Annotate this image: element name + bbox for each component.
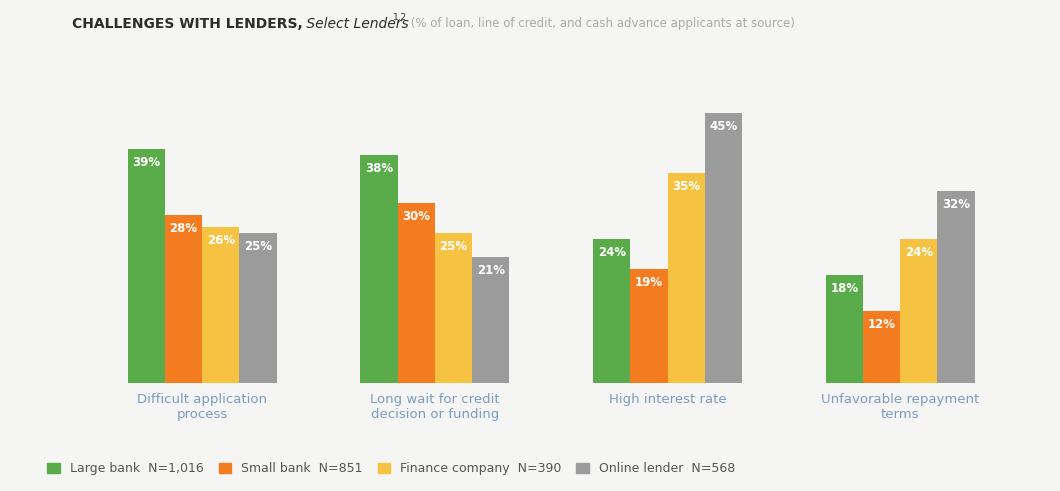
Bar [631, 269, 668, 383]
Text: CHALLENGES WITH LENDERS,: CHALLENGES WITH LENDERS, [72, 17, 303, 31]
Bar [240, 233, 277, 383]
Bar [398, 203, 435, 383]
Text: 28%: 28% [170, 222, 197, 235]
Text: 18%: 18% [830, 282, 859, 295]
Text: 38%: 38% [365, 162, 393, 175]
Text: 35%: 35% [672, 180, 701, 193]
Text: Select Lenders: Select Lenders [302, 17, 409, 31]
Text: 39%: 39% [132, 156, 160, 169]
Bar [435, 233, 472, 383]
Bar [937, 191, 975, 383]
Text: (% of loan, line of credit, and cash advance applicants at source): (% of loan, line of credit, and cash adv… [407, 17, 795, 30]
Bar [826, 275, 863, 383]
Bar [360, 155, 398, 383]
Bar [668, 173, 705, 383]
Text: 24%: 24% [905, 246, 933, 259]
Text: 12%: 12% [867, 318, 896, 331]
Bar [594, 239, 631, 383]
Text: 21%: 21% [477, 264, 505, 277]
Bar [127, 149, 165, 383]
Text: 32%: 32% [942, 198, 970, 211]
Bar [705, 113, 742, 383]
Bar [863, 311, 900, 383]
Bar [202, 227, 240, 383]
Bar [165, 215, 202, 383]
Text: 45%: 45% [709, 120, 738, 133]
Text: 26%: 26% [207, 234, 235, 247]
Bar [900, 239, 937, 383]
Legend: Large bank  N=1,016, Small bank  N=851, Finance company  N=390, Online lender  N: Large bank N=1,016, Small bank N=851, Fi… [42, 458, 740, 480]
Text: 1,2: 1,2 [393, 13, 407, 22]
Bar [472, 257, 509, 383]
Text: 30%: 30% [402, 210, 430, 223]
Text: 25%: 25% [244, 240, 272, 253]
Text: 19%: 19% [635, 276, 662, 289]
Text: 24%: 24% [598, 246, 625, 259]
Text: 25%: 25% [440, 240, 467, 253]
